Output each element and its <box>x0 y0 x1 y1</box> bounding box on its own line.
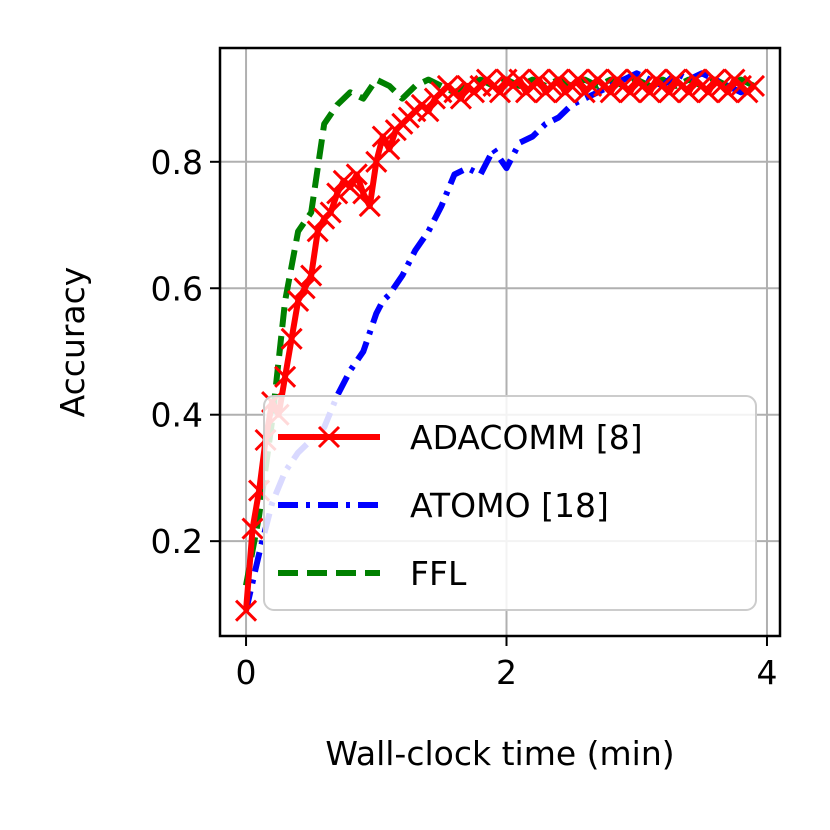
data-point-marker <box>339 176 362 199</box>
x-tick-label: 4 <box>756 653 777 692</box>
data-point-marker <box>274 365 297 388</box>
x-tick-label: 2 <box>496 653 517 692</box>
data-point-marker <box>697 81 720 104</box>
x-tick-label: 0 <box>236 653 257 692</box>
y-tick-label: 0.4 <box>151 396 203 435</box>
legend-label: ADACOMM [8] <box>410 418 643 457</box>
x-axis-label: Wall-clock time (min) <box>325 734 674 773</box>
data-point-marker <box>371 125 394 148</box>
legend-item: ATOMO [18] <box>278 486 609 525</box>
plot-frame <box>218 46 782 638</box>
legend-item: ADACOMM [8] <box>278 418 643 457</box>
data-point-marker <box>638 81 661 104</box>
data-point-marker <box>280 327 303 350</box>
legend: ADACOMM [8] ATOMO [18] FFL <box>263 395 757 611</box>
data-point-marker <box>293 277 316 300</box>
data-point-marker <box>326 182 349 205</box>
y-tick-label: 0.2 <box>151 522 203 561</box>
data-point-marker <box>300 264 323 287</box>
data-point-marker <box>508 68 531 91</box>
data-point-marker <box>306 220 329 243</box>
data-point-marker <box>677 81 700 104</box>
data-point-marker <box>234 599 258 622</box>
data-point-marker <box>488 81 512 104</box>
y-axis-label: Accuracy <box>53 267 92 418</box>
legend-item: FFL <box>278 554 467 593</box>
data-point-marker <box>378 138 401 161</box>
legend-label: FFL <box>410 554 467 593</box>
data-point-marker <box>417 100 440 123</box>
legend-marker <box>317 425 341 449</box>
data-point-marker <box>319 201 342 224</box>
data-point-marker <box>449 87 472 110</box>
legend-label: ATOMO [18] <box>410 486 609 525</box>
data-point-marker <box>352 182 375 205</box>
y-tick-label: 0.8 <box>151 143 203 182</box>
series-layer <box>234 68 766 622</box>
data-point-marker <box>287 289 310 312</box>
data-point-marker <box>619 81 642 104</box>
series-0 <box>234 68 766 622</box>
data-point-marker <box>599 81 622 104</box>
data-point-marker <box>716 81 739 104</box>
axis-ticks: 0 2 4 0.2 0.4 0.6 0.8 <box>151 143 778 692</box>
y-tick-label: 0.6 <box>151 269 203 308</box>
legend-box <box>263 395 757 611</box>
data-point-marker <box>567 68 590 91</box>
data-point-marker <box>742 74 766 97</box>
data-point-marker <box>528 68 551 91</box>
data-point-marker <box>547 68 570 91</box>
data-point-marker <box>241 517 264 540</box>
data-point-marker <box>358 195 381 218</box>
data-point-marker <box>658 81 681 104</box>
data-point-marker <box>345 163 368 186</box>
